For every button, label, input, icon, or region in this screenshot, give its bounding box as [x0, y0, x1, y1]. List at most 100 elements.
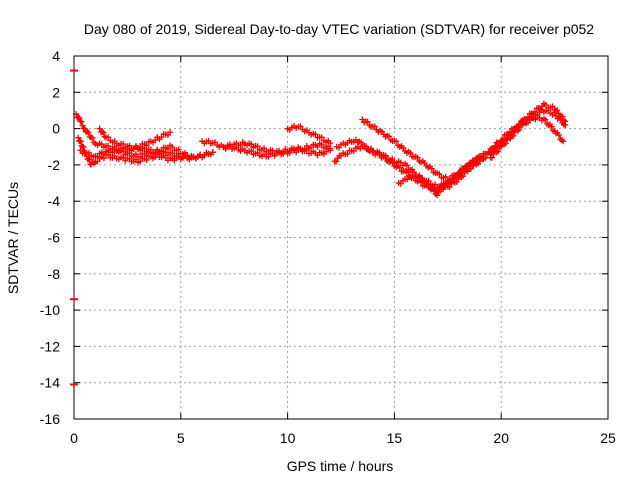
data-point — [560, 138, 567, 145]
data-point — [86, 156, 93, 163]
data-point — [386, 133, 393, 140]
data-point — [120, 140, 127, 147]
x-tick-label: 5 — [177, 430, 185, 446]
data-point — [152, 137, 159, 144]
data-point — [85, 155, 92, 162]
data-point — [436, 171, 443, 178]
data-point — [558, 136, 565, 143]
data-point — [98, 141, 105, 148]
data-point — [442, 173, 449, 180]
data-point — [482, 154, 489, 161]
data-point — [414, 154, 421, 161]
data-point — [120, 148, 127, 155]
data-point — [76, 115, 83, 122]
data-point — [333, 158, 340, 165]
axis-ticks: 0 5 10 15 20 25 -16 -14 -12 -10 -8 -6 -4 -2 0 2 4 — [40, 48, 616, 446]
data-point — [559, 113, 566, 120]
data-point — [510, 132, 517, 139]
grid — [74, 56, 608, 419]
data-point — [169, 144, 176, 151]
data-point — [555, 132, 562, 139]
data-point — [344, 150, 351, 157]
data-point — [418, 179, 425, 186]
y-tick-label: -12 — [40, 338, 60, 354]
data-point — [358, 139, 365, 146]
data-point — [100, 129, 107, 136]
data-point — [77, 138, 84, 145]
data-point — [89, 135, 96, 142]
data-point — [446, 184, 453, 191]
data-point — [75, 114, 82, 121]
data-point — [363, 143, 370, 150]
y-tick-label: -10 — [40, 302, 60, 318]
data-point — [532, 108, 539, 115]
data-point — [248, 148, 255, 155]
series-track-b — [73, 111, 174, 155]
x-tick-label: 15 — [387, 430, 403, 446]
data-point — [549, 103, 556, 110]
data-point — [96, 125, 103, 132]
data-point — [99, 128, 106, 135]
data-point — [80, 144, 87, 151]
y-axis-label: SDTVAR / TECUs — [5, 182, 21, 294]
data-point — [403, 169, 410, 176]
data-point — [397, 159, 404, 166]
data-point — [364, 118, 371, 125]
y-tick-label: -8 — [48, 266, 61, 282]
data-point — [105, 134, 112, 141]
data-point — [400, 144, 407, 151]
data-point — [327, 145, 334, 152]
data-point — [407, 149, 414, 156]
data-point — [467, 165, 474, 172]
data-point — [164, 146, 171, 153]
data-point — [80, 125, 87, 132]
data-point — [562, 118, 569, 125]
data-point — [143, 142, 150, 149]
x-axis-label: GPS time / hours — [287, 458, 394, 474]
data-point — [560, 117, 567, 124]
data-point — [75, 134, 82, 141]
y-tick-label: 4 — [52, 48, 60, 64]
data-point — [175, 150, 182, 157]
data-point — [489, 154, 496, 161]
axis-markers — [70, 69, 78, 386]
data-point — [297, 123, 304, 130]
data-point — [382, 154, 389, 161]
data-series — [73, 100, 569, 199]
data-point — [502, 140, 509, 147]
data-point — [158, 134, 165, 141]
y-tick-label: -2 — [48, 157, 61, 173]
data-point — [85, 129, 92, 136]
data-point — [254, 143, 261, 150]
data-point — [327, 140, 334, 147]
data-point — [376, 151, 383, 158]
data-point — [542, 116, 549, 123]
data-point — [396, 164, 403, 171]
series-track-m — [487, 114, 567, 161]
chart-title: Day 080 of 2019, Sidereal Day-to-day VTE… — [84, 21, 594, 37]
data-point — [318, 134, 325, 141]
data-point — [428, 165, 435, 172]
x-tick-label: 20 — [493, 430, 509, 446]
series-track-g — [284, 123, 334, 147]
x-tick-label: 25 — [600, 430, 616, 446]
y-tick-label: 0 — [52, 121, 60, 137]
x-tick-label: 10 — [280, 430, 296, 446]
data-point — [524, 119, 531, 126]
data-point — [460, 173, 467, 180]
series-track-d — [96, 125, 216, 162]
data-point — [314, 143, 321, 150]
data-point — [261, 145, 268, 152]
y-tick-label: -14 — [40, 375, 60, 391]
data-point — [84, 128, 91, 135]
y-tick-label: 2 — [52, 84, 60, 100]
data-point — [312, 131, 319, 138]
data-point — [167, 129, 174, 136]
data-point — [393, 138, 400, 145]
series-track-f — [220, 140, 334, 160]
data-point — [371, 123, 378, 130]
data-point — [76, 137, 83, 144]
y-tick-label: -4 — [48, 193, 61, 209]
data-point — [403, 162, 410, 169]
